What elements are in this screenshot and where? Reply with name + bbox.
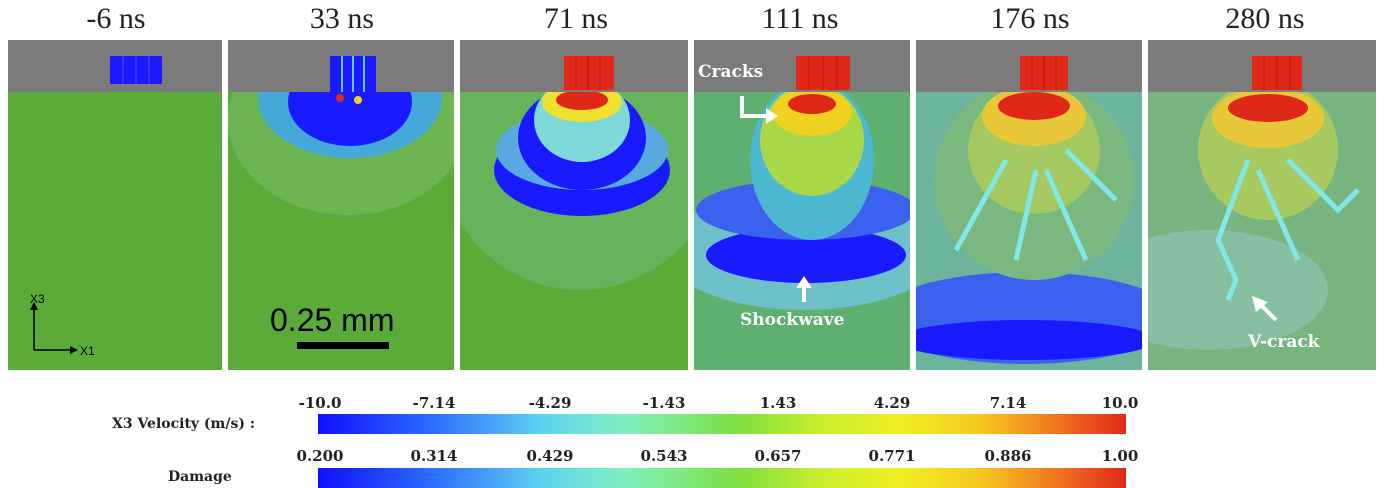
panel-title-3: 71 ns	[543, 2, 609, 35]
damage-tick: 0.200	[296, 447, 344, 465]
panel-title-5: 176 ns	[990, 2, 1070, 35]
velocity-tick: 7.14	[989, 394, 1027, 412]
damage-tick: 1.00	[1101, 447, 1139, 465]
panel-3-field	[460, 40, 688, 290]
panel-2-field	[228, 40, 454, 215]
panel-2: 0.25 mm	[228, 40, 454, 370]
panel-title-4: 111 ns	[761, 2, 839, 35]
panel-6-field	[1148, 40, 1376, 370]
velocity-tick: 10.0	[1101, 394, 1139, 412]
damage-tick: 0.886	[984, 447, 1032, 465]
velocity-tick: -4.29	[528, 394, 572, 412]
axis-triad	[30, 302, 78, 354]
panel-4: Cracks Shockwave	[694, 40, 910, 370]
damage-tick: 0.771	[868, 447, 916, 465]
panel-title-6: 280 ns	[1225, 2, 1305, 35]
velocity-ticks: -10.0 -7.14 -4.29 -1.43 1.43 4.29 7.14 1…	[298, 394, 1140, 414]
panel-title-1: -6 ns	[86, 2, 146, 35]
damage-tick: 0.657	[754, 447, 802, 465]
panel-3	[460, 40, 688, 370]
panel-5-field	[916, 40, 1142, 370]
axis-label-x1: X1	[80, 344, 95, 358]
axis-label-x3: X3	[30, 292, 45, 306]
panel-4-field	[694, 40, 910, 370]
panel-1: X3 X1	[8, 40, 222, 370]
damage-tick: 0.543	[640, 447, 688, 465]
damage-colorbar-label: Damage	[168, 469, 232, 485]
velocity-tick: -10.0	[298, 394, 342, 412]
damage-colorbar	[318, 468, 1126, 488]
panel-title-2: 33 ns	[309, 2, 375, 35]
panel-1-field	[8, 40, 222, 92]
shockwave-label: Shockwave	[740, 310, 845, 330]
vcrack-label: V-crack	[1248, 332, 1320, 352]
damage-tick: 0.314	[410, 447, 458, 465]
panel-6: V-crack	[1148, 40, 1376, 370]
velocity-tick: 4.29	[873, 394, 911, 412]
damage-ticks: 0.200 0.314 0.429 0.543 0.657 0.771 0.88…	[296, 447, 1140, 467]
panel-5	[916, 40, 1142, 370]
velocity-tick: 1.43	[759, 394, 797, 412]
damage-tick: 0.429	[526, 447, 574, 465]
velocity-tick: -1.43	[642, 394, 686, 412]
velocity-tick: -7.14	[412, 394, 456, 412]
velocity-colorbar	[318, 414, 1126, 434]
scale-bar-label: 0.25 mm	[270, 302, 395, 338]
velocity-colorbar-label: X3 Velocity (m/s) :	[112, 416, 256, 432]
cracks-label: Cracks	[698, 62, 764, 82]
scale-bar	[297, 342, 389, 349]
